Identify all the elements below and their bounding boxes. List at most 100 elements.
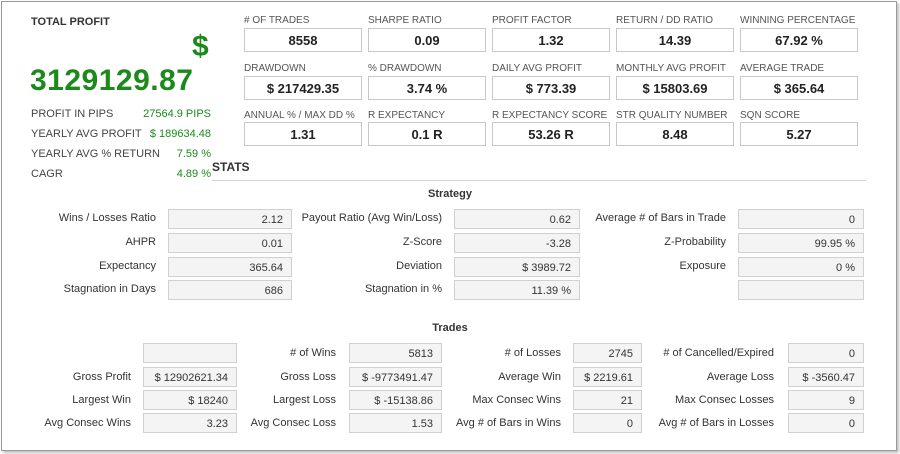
metric-label: DRAWDOWN: [244, 63, 306, 74]
metric-label: R EXPECTANCY SCORE: [492, 110, 608, 121]
trade-value: 2745: [573, 343, 642, 363]
metric-value: 3.74 %: [368, 76, 486, 100]
trade-label: Avg Consec Wins: [44, 417, 131, 429]
trade-value: 0: [788, 343, 864, 363]
metric-label: RETURN / DD RATIO: [616, 15, 714, 26]
trade-value: 0: [788, 413, 864, 433]
total-profit-title: TOTAL PROFIT: [31, 16, 110, 28]
metric-label: WINNING PERCENTAGE: [740, 15, 856, 26]
summary-row: CAGR 4.89 %: [31, 168, 211, 180]
stat-label: Stagnation in Days: [63, 283, 156, 295]
stat-value: 686: [168, 280, 292, 300]
metric-label: # OF TRADES: [244, 15, 310, 26]
trade-label: Max Consec Losses: [674, 394, 774, 406]
metric-value: 8.48: [616, 122, 734, 146]
stats-divider: [212, 180, 866, 181]
metric-value: 53.26 R: [492, 122, 610, 146]
metric-value: 8558: [244, 28, 362, 52]
stat-value: $ 3989.72: [454, 257, 580, 277]
trade-value: 3.23: [143, 413, 237, 433]
trade-label: # of Cancelled/Expired: [663, 347, 774, 359]
trade-label: # of Losses: [504, 347, 561, 359]
trade-label: Avg # of Bars in Losses: [658, 417, 774, 429]
trade-value: $ 2219.61: [573, 367, 642, 387]
metric-label: % DRAWDOWN: [368, 63, 442, 74]
trade-value: $ 18240: [143, 390, 237, 410]
metric-value: 0.09: [368, 28, 486, 52]
metric-value: $ 15803.69: [616, 76, 734, 100]
stat-value: 0 %: [738, 257, 864, 277]
stat-label: Exposure: [679, 260, 726, 272]
total-profit-value: 3129129.87: [30, 64, 194, 97]
trade-label: Largest Loss: [273, 394, 336, 406]
trade-value: $ 12902621.34: [143, 367, 237, 387]
stat-value: -3.28: [454, 233, 580, 253]
metric-value: 0.1 R: [368, 122, 486, 146]
stat-value: 0: [738, 209, 864, 229]
metric-label: R EXPECTANCY: [368, 110, 446, 121]
metric-label: DAILY AVG PROFIT: [492, 63, 583, 74]
metric-value: 5.27: [740, 122, 858, 146]
stat-value: 2.12: [168, 209, 292, 229]
metric-value: 1.32: [492, 28, 610, 52]
summary-label: YEARLY AVG PROFIT: [31, 128, 142, 140]
stat-label: Expectancy: [99, 260, 156, 272]
metric-label: STR QUALITY NUMBER: [616, 110, 728, 121]
stat-label: Average # of Bars in Trade: [595, 212, 726, 224]
stat-value: 0.62: [454, 209, 580, 229]
stat-label: Z-Score: [402, 236, 442, 248]
stat-label: Stagnation in %: [364, 283, 442, 295]
trade-label: Avg Consec Loss: [250, 417, 336, 429]
stat-value: 365.64: [168, 257, 292, 277]
stat-value: [738, 280, 864, 300]
metric-value: 1.31: [244, 122, 362, 146]
metric-value: $ 773.39: [492, 76, 610, 100]
strategy-title: Strategy: [427, 188, 473, 200]
trade-label: Max Consec Wins: [472, 394, 561, 406]
trade-label: # of Wins: [290, 347, 336, 359]
summary-value: 7.59 %: [176, 148, 211, 160]
summary-row: YEARLY AVG % RETURN 7.59 %: [31, 148, 211, 160]
trade-label: Gross Loss: [280, 371, 336, 383]
summary-value: $ 189634.48: [149, 128, 211, 140]
trade-label: Avg # of Bars in Wins: [456, 417, 561, 429]
trade-value: $ -9773491.47: [349, 367, 442, 387]
metric-label: PROFIT FACTOR: [492, 15, 572, 26]
metric-label: MONTHLY AVG PROFIT: [616, 63, 727, 74]
stat-label: AHPR: [125, 236, 156, 248]
stat-value: 11.39 %: [454, 280, 580, 300]
trade-value: 21: [573, 390, 642, 410]
trade-value: 5813: [349, 343, 442, 363]
metric-label: AVERAGE TRADE: [740, 63, 825, 74]
trade-value: 0: [573, 413, 642, 433]
trades-title: Trades: [432, 322, 468, 334]
trade-value: 1.53: [349, 413, 442, 433]
metric-value: 67.92 %: [740, 28, 858, 52]
stats-heading: STATS: [212, 160, 250, 174]
summary-label: YEARLY AVG % RETURN: [31, 148, 160, 160]
summary-row: PROFIT IN PIPS 27564.9 PIPS: [31, 108, 211, 120]
trade-value: [143, 343, 237, 363]
trade-label: Largest Win: [72, 394, 131, 406]
metric-label: SQN SCORE: [740, 110, 801, 121]
metric-value: $ 365.64: [740, 76, 858, 100]
trade-value: $ -3560.47: [788, 367, 864, 387]
metric-label: ANNUAL % / MAX DD %: [244, 110, 355, 121]
stat-label: Deviation: [396, 260, 442, 272]
metric-value: 14.39: [616, 28, 734, 52]
metric-value: $ 217429.35: [244, 76, 362, 100]
summary-row: YEARLY AVG PROFIT $ 189634.48: [31, 128, 211, 140]
trade-label: Average Loss: [706, 371, 774, 383]
summary-value: 27564.9 PIPS: [143, 108, 211, 120]
trade-label: Average Win: [498, 371, 561, 383]
summary-value: 4.89 %: [176, 168, 211, 180]
stat-value: 0.01: [168, 233, 292, 253]
summary-label: PROFIT IN PIPS: [31, 108, 114, 120]
summary-label: CAGR: [31, 168, 63, 180]
trade-value: 9: [788, 390, 864, 410]
dollar-sign-icon: $: [192, 30, 209, 63]
trade-label: Gross Profit: [72, 371, 131, 383]
stat-label: Z-Probability: [664, 236, 726, 248]
stat-label: Payout Ratio (Avg Win/Loss): [301, 212, 442, 224]
trade-value: $ -15138.86: [349, 390, 442, 410]
